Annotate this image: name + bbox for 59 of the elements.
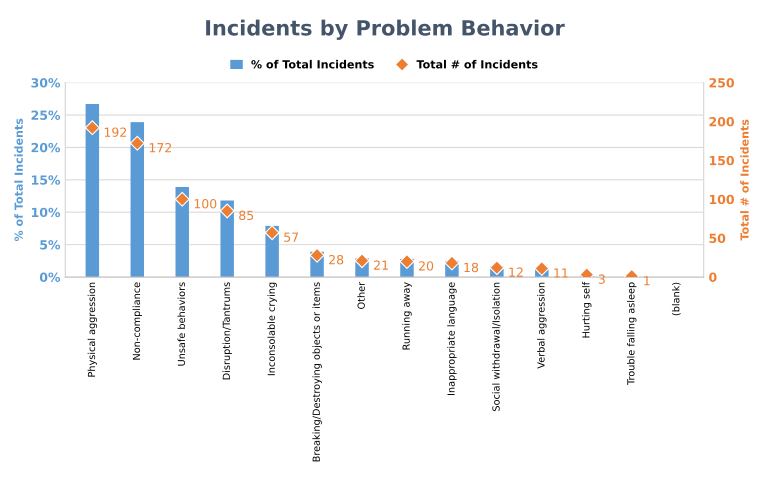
y-tick-label: 15%: [32, 175, 60, 185]
x-tick-label: Inappropriate language: [447, 282, 457, 395]
data-label: 20: [419, 261, 434, 271]
data-label: 3: [598, 274, 605, 284]
point: [174, 192, 190, 207]
bar: [130, 122, 144, 278]
y-tick-label: 0%: [40, 272, 60, 282]
point: [264, 225, 280, 240]
x-tick-label: Verbal aggression: [537, 282, 547, 369]
point: [220, 203, 235, 218]
data-label: 85: [239, 210, 254, 220]
data-label: 57: [284, 232, 298, 242]
y-tick-label: 25%: [32, 110, 60, 120]
bar: [175, 186, 189, 278]
bar: [86, 104, 100, 278]
x-tick-label: Disruption/Tantrums: [222, 282, 232, 380]
y2-tick-label: 100: [710, 194, 734, 204]
point: [130, 136, 145, 151]
y2-tick-label: 50: [709, 234, 726, 244]
y-tick-label: 5%: [40, 240, 60, 250]
point: [310, 248, 325, 263]
point: [400, 254, 414, 269]
x-tick-label: Running away: [402, 282, 412, 350]
y2-axis-title: Total # of Incidents: [740, 120, 749, 241]
data-label: 192: [104, 127, 126, 137]
data-label: 21: [374, 260, 388, 270]
point: [534, 261, 550, 276]
x-tick-label: Trouble falling asleep: [627, 282, 636, 386]
x-tick-label: Breaking/Destroying objects or items: [312, 282, 322, 462]
x-tick-label: Social withdrawal/Isolation: [492, 282, 500, 411]
data-label: 18: [464, 262, 478, 272]
y2-tick-label: 0: [709, 272, 717, 282]
legend-label: % of Total Incidents: [251, 60, 374, 69]
point: [354, 253, 370, 268]
data-label: 100: [194, 198, 216, 208]
legend-label: Total # of Incidents: [416, 60, 538, 69]
y2-tick-label: 200: [709, 116, 734, 126]
x-tick-label: Physical aggression: [88, 282, 98, 377]
data-label: 28: [329, 254, 344, 264]
x-tick-label: Inconsolable crying: [267, 282, 277, 376]
y-tick-label: 10%: [32, 208, 60, 218]
x-tick-label: Non-compliance: [132, 282, 142, 360]
data-label: 12: [509, 267, 523, 277]
data-label: 11: [554, 268, 568, 278]
chart-title: Incidents by Problem Behavior: [206, 20, 565, 40]
x-tick-label: Other: [357, 282, 365, 309]
y-tick-label: 20%: [32, 142, 60, 152]
x-tick-label: Unsafe behaviors: [178, 282, 186, 366]
point: [84, 120, 100, 136]
y-axis-title: % of Total Incidents: [14, 118, 23, 242]
x-tick-label: (blank): [672, 282, 681, 316]
x-tick-label: Hurting self: [582, 282, 592, 338]
data-label: 172: [150, 143, 171, 152]
y2-tick-label: 250: [709, 78, 734, 88]
point: [489, 260, 504, 276]
data-label: 1: [644, 276, 650, 286]
point: [444, 256, 460, 270]
y-tick-label: 30%: [31, 78, 60, 88]
y2-tick-label: 150: [710, 156, 734, 166]
